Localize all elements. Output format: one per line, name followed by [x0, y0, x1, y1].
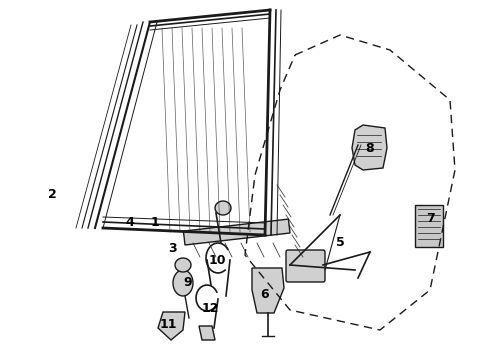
Polygon shape: [199, 326, 215, 340]
Text: 11: 11: [159, 319, 177, 332]
Text: 7: 7: [426, 211, 434, 225]
Text: 6: 6: [261, 288, 270, 302]
Polygon shape: [175, 258, 191, 272]
Polygon shape: [215, 201, 231, 215]
Text: 10: 10: [208, 253, 226, 266]
FancyBboxPatch shape: [286, 250, 325, 282]
Text: 3: 3: [168, 242, 176, 255]
Polygon shape: [352, 125, 387, 170]
Polygon shape: [158, 312, 185, 340]
Text: 4: 4: [125, 216, 134, 229]
Polygon shape: [252, 268, 284, 313]
Text: 5: 5: [336, 235, 344, 248]
Text: 12: 12: [201, 302, 219, 315]
Text: 2: 2: [48, 189, 56, 202]
Bar: [415, 205, 443, 247]
Polygon shape: [173, 270, 193, 296]
Text: 8: 8: [366, 141, 374, 154]
Text: 9: 9: [184, 275, 192, 288]
Text: 1: 1: [150, 216, 159, 229]
Polygon shape: [183, 219, 290, 245]
